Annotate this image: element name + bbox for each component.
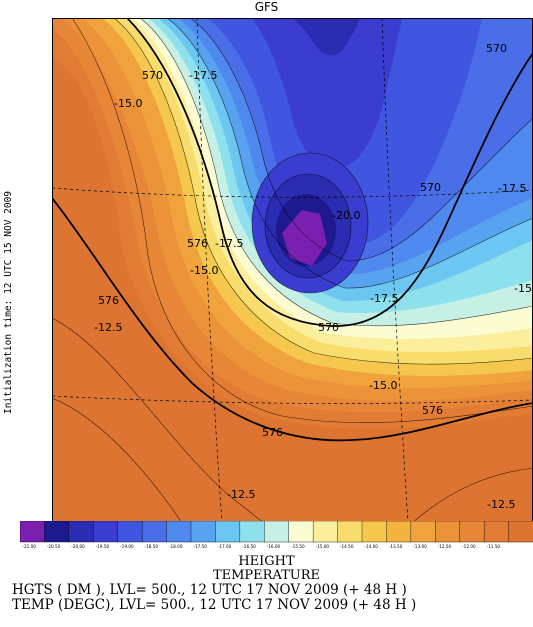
temp-label: -20.0 (332, 209, 360, 222)
colorbar-cell (410, 521, 436, 543)
colorbar-cell (386, 521, 412, 543)
map-labels: 570 570 570 570 576 576 576 576 -17.5 -1… (94, 42, 532, 511)
latitude-line (52, 395, 533, 404)
temp-label: -15.0 (369, 379, 397, 392)
fill-band-north-2 (252, 18, 402, 168)
colorbar-tick-label: -19.50 (96, 544, 110, 549)
temp-contour (113, 18, 533, 365)
temp-label: -12.5 (94, 321, 122, 334)
caption-temperature: TEMPERATURE (212, 568, 321, 583)
temp-contour (166, 18, 533, 289)
height-label: 576 (422, 404, 443, 417)
colorbar-cell (93, 521, 119, 543)
colorbar-cells (20, 521, 533, 543)
temp-contour (189, 18, 533, 262)
colorbar-tick-label: -12.00 (462, 544, 476, 549)
colorbar-cell (68, 521, 94, 543)
colorbar-cell (20, 521, 45, 543)
temp-label: -17.5 (189, 69, 217, 82)
caption-height-details: HGTS ( DM ), LVL= 500., 12 UTC 17 NOV 20… (12, 582, 407, 598)
colorbar-tick-label: -17.00 (218, 544, 232, 549)
longitude-line (196, 18, 223, 523)
colorbar-tick-label: -20.00 (71, 544, 85, 549)
temp-contour-low (264, 173, 352, 279)
caption-temperature-details: TEMP (DEGC), LVL= 500., 12 UTC 17 NOV 20… (12, 597, 417, 613)
temp-label: -15.0 (114, 97, 142, 110)
colorbar-cell (166, 521, 192, 543)
colorbar-cell (264, 521, 290, 543)
colorbar-tick-labels: -21.00 -20.50 -20.00 -19.50 -19.00 -18.50 -18.… (22, 544, 500, 549)
colorbar-cell (483, 521, 510, 543)
initialization-time-label: Initialization time: 12 UTC 15 NOV 2009 (2, 170, 16, 435)
colorbar-tick-label: -15.50 (291, 544, 305, 549)
colorbar-tick-label: -16.50 (242, 544, 256, 549)
colorbar-cell (459, 521, 485, 543)
colorbar-cell (44, 521, 70, 543)
height-contour-576 (52, 197, 533, 442)
color-fill-layer (52, 18, 533, 523)
height-label: 576 (187, 237, 208, 250)
height-label: 570 (318, 321, 339, 334)
height-label: 570 (142, 69, 163, 82)
colorbar-tick-label: -16.00 (267, 544, 281, 549)
temp-contour (52, 397, 183, 523)
height-label: 576 (98, 294, 119, 307)
temp-contour (52, 317, 268, 523)
colorbar-cell (312, 521, 339, 543)
colorbar-tick-label: -14.50 (340, 544, 354, 549)
height-contour-570 (126, 18, 533, 327)
colorbar-cell (215, 521, 241, 543)
temp-label: -17.5 (370, 292, 398, 305)
map-caption: HEIGHT TEMPERATURE HGTS ( DM ), LVL= 500… (0, 555, 533, 613)
height-contours (52, 18, 533, 442)
colorbar-tick-label: -21.00 (22, 544, 36, 549)
colorbar-tick-label: -18.00 (169, 544, 183, 549)
longitude-line (381, 18, 409, 523)
temperature-contours (52, 18, 533, 523)
temp-contour (411, 467, 533, 523)
temp-label: -17.5 (498, 182, 526, 195)
latitude-line (52, 187, 533, 198)
colorbar-tick-label: -19.00 (120, 544, 134, 549)
colorbar-cell (435, 521, 461, 543)
fill-band-north-3 (292, 18, 360, 56)
temp-label: -12.5 (227, 488, 255, 501)
temperature-colorbar: -21.00 -20.50 -20.00 -19.50 -19.00 -18.50 -18.… (20, 521, 533, 549)
colorbar-cell (117, 521, 143, 543)
colorbar-tick-label: -13.00 (413, 544, 427, 549)
colorbar-tick-label: -20.50 (47, 544, 61, 549)
temp-label: -17.5 (215, 237, 243, 250)
caption-height: HEIGHT (238, 554, 295, 569)
temp-label: -12.5 (487, 498, 515, 511)
colorbar-cell (288, 521, 314, 543)
colorbar-tick-label: -15.00 (316, 544, 330, 549)
temp-label: -15.0 (190, 264, 218, 277)
colorbar-tick-label: -18.50 (145, 544, 159, 549)
colorbar-cell (337, 521, 363, 543)
temp-contour (71, 18, 533, 424)
map-title: GFS (254, 0, 279, 14)
height-label: 576 (262, 426, 283, 439)
temp-contour (139, 18, 533, 327)
initialization-time-text: Initialization time: 12 UTC 15 NOV 2009 (3, 190, 14, 415)
colorbar-cell (508, 521, 533, 543)
colorbar-cell (239, 521, 265, 543)
colorbar-tick-label: -11.50 (487, 544, 501, 549)
colorbar-tick-label: -14.00 (364, 544, 378, 549)
temp-label: -15 (514, 282, 532, 295)
height-label: 570 (486, 42, 507, 55)
geographic-grid (52, 18, 533, 523)
colorbar-cell (190, 521, 216, 543)
height-label: 570 (420, 181, 441, 194)
fill-low-core (282, 210, 327, 266)
temperature-height-map: 570 570 570 570 576 576 576 576 -17.5 -1… (52, 18, 533, 523)
colorbar-tick-label: -17.50 (193, 544, 207, 549)
colorbar-tick-label: -13.50 (389, 544, 403, 549)
colorbar-cell (361, 521, 387, 543)
temp-contour-low (251, 152, 369, 294)
colorbar-tick-label: -12.50 (438, 544, 452, 549)
colorbar-cell (141, 521, 168, 543)
